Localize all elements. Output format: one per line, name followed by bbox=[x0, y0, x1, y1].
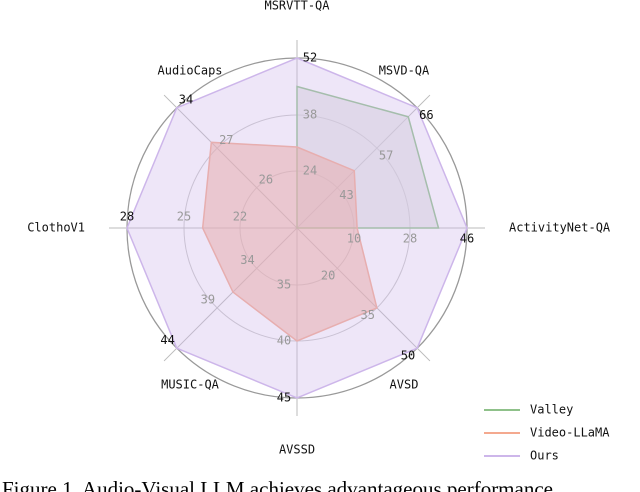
axis-label: MSRVTT-QA bbox=[264, 0, 330, 13]
axis-label: ActivityNet-QA bbox=[509, 221, 611, 235]
tick-label: 27 bbox=[219, 133, 233, 147]
tick-label: 22 bbox=[233, 210, 247, 224]
tick-label: 34 bbox=[179, 93, 193, 107]
tick-label: 26 bbox=[259, 172, 273, 186]
axis-label: ClothoV1 bbox=[27, 221, 85, 235]
tick-label: 28 bbox=[403, 232, 417, 246]
tick-label: 44 bbox=[160, 333, 174, 347]
tick-label: 25 bbox=[177, 210, 191, 224]
series-area bbox=[126, 57, 468, 399]
axis-label: AVSD bbox=[390, 377, 419, 391]
axis-label: MSVD-QA bbox=[379, 64, 430, 78]
tick-label: 38 bbox=[303, 108, 317, 122]
axis-label: AudioCaps bbox=[158, 64, 223, 78]
tick-label: 20 bbox=[321, 269, 335, 283]
tick-label: 24 bbox=[303, 164, 317, 178]
tick-label: 50 bbox=[401, 348, 415, 362]
legend-label: Ours bbox=[530, 449, 559, 463]
tick-label: 52 bbox=[303, 51, 317, 65]
series-area bbox=[201, 141, 378, 342]
tick-label: 39 bbox=[201, 293, 215, 307]
tick-label: 35 bbox=[360, 308, 374, 322]
tick-label: 45 bbox=[277, 391, 291, 405]
tick-label: 34 bbox=[240, 253, 254, 267]
axis-label: MUSIC-QA bbox=[161, 377, 220, 391]
axis-label: AVSSD bbox=[279, 443, 315, 457]
labels: 24 38 52 MSRVTT-QA 43 57 66 MSVD-QA 10 28 46 Activi… bbox=[27, 0, 611, 463]
caption: Figure 1. Audio-Visual LLM achieves adva… bbox=[2, 477, 553, 492]
tick-label: 43 bbox=[339, 188, 353, 202]
tick-label: 66 bbox=[419, 108, 433, 122]
tick-label: 35 bbox=[277, 278, 291, 292]
tick-label: 28 bbox=[120, 210, 134, 224]
legend-label: Valley bbox=[530, 403, 573, 417]
tick-label: 57 bbox=[379, 148, 393, 162]
tick-label: 40 bbox=[277, 334, 291, 348]
areas bbox=[126, 57, 468, 399]
tick-label: 46 bbox=[460, 232, 474, 246]
legend-label: Video-LLaMA bbox=[530, 426, 610, 440]
tick-label: 10 bbox=[347, 232, 361, 246]
